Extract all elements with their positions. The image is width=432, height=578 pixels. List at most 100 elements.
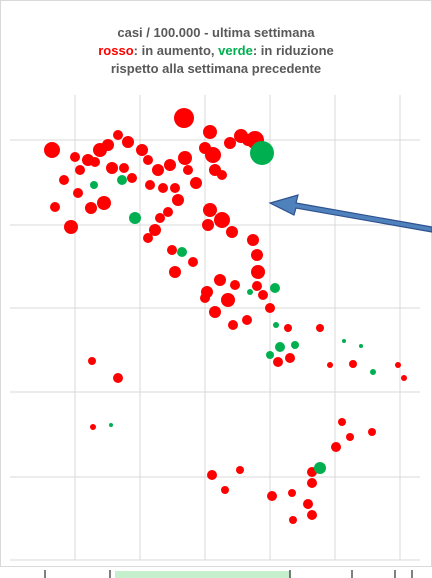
bubble	[127, 173, 137, 183]
bubble	[303, 499, 313, 509]
bubble	[163, 207, 173, 217]
bubble	[113, 373, 123, 383]
bubble	[75, 165, 85, 175]
bubble	[177, 247, 187, 257]
bubble	[395, 362, 401, 368]
bubble	[401, 375, 407, 381]
bubble	[307, 478, 317, 488]
bubble	[314, 462, 326, 474]
bubble	[266, 351, 274, 359]
bubble	[167, 245, 177, 255]
bubble	[273, 322, 279, 328]
bubble	[331, 442, 341, 452]
bubble	[158, 183, 168, 193]
bubble	[327, 362, 333, 368]
bubble	[44, 142, 60, 158]
bubble	[236, 466, 244, 474]
bubble	[275, 342, 285, 352]
bubble	[221, 293, 235, 307]
bubble	[273, 357, 283, 367]
bubble	[117, 175, 127, 185]
bubble	[226, 226, 238, 238]
subtitle-part: rosso	[98, 43, 133, 58]
bubble	[316, 324, 324, 332]
bubble	[90, 424, 96, 430]
bubble	[214, 274, 226, 286]
bubble	[224, 137, 236, 149]
bubble	[119, 163, 129, 173]
plot-area	[10, 95, 420, 561]
bubble	[205, 147, 221, 163]
cropped-table	[44, 570, 413, 578]
arrow	[268, 194, 432, 233]
bubble	[122, 136, 134, 148]
bubble	[85, 202, 97, 214]
bubble	[284, 324, 292, 332]
bubble	[230, 280, 240, 290]
bubble	[190, 177, 202, 189]
bubble	[346, 433, 354, 441]
bubble	[188, 257, 198, 267]
bubble	[174, 108, 194, 128]
bubble	[170, 183, 180, 193]
bubble	[288, 489, 296, 497]
bubble	[217, 170, 227, 180]
bubble	[247, 289, 253, 295]
chart-note: rispetto alla settimana precedente	[111, 61, 321, 76]
bubble	[250, 141, 274, 165]
bubble	[145, 180, 155, 190]
subtitle-part: : in riduzione	[253, 43, 334, 58]
bubble	[251, 265, 265, 279]
bubble	[88, 357, 96, 365]
bubble	[109, 423, 113, 427]
bubble	[203, 125, 217, 139]
chart-title: casi / 100.000 - ultima settimana	[117, 25, 315, 40]
bubble	[172, 194, 184, 206]
bubble	[152, 164, 164, 176]
bubble	[64, 220, 78, 234]
bubble	[285, 353, 295, 363]
bubble	[143, 155, 153, 165]
bubble	[242, 315, 252, 325]
bubble	[73, 188, 83, 198]
bubble	[106, 162, 118, 174]
bubble	[70, 152, 80, 162]
bubble	[267, 491, 277, 501]
subtitle-part: : in aumento,	[134, 43, 219, 58]
bubble	[247, 234, 259, 246]
bubble	[178, 151, 192, 165]
bubble	[258, 290, 268, 300]
bubble	[214, 212, 230, 228]
bubble	[209, 306, 221, 318]
bubble	[342, 339, 346, 343]
bubble	[113, 130, 123, 140]
bubble	[359, 344, 363, 348]
bubble	[164, 159, 176, 171]
bubble	[102, 139, 114, 151]
bubble	[203, 203, 217, 217]
bubble	[349, 360, 357, 368]
bubble	[207, 470, 217, 480]
bubble	[291, 341, 299, 349]
bubble	[338, 418, 346, 426]
bubble	[183, 165, 193, 175]
bubble	[307, 510, 317, 520]
bubble	[90, 157, 100, 167]
subtitle-part: verde	[218, 43, 253, 58]
bubble	[252, 281, 262, 291]
bubble	[265, 303, 275, 313]
bubble	[228, 320, 238, 330]
bubble	[90, 181, 98, 189]
bubble	[200, 293, 210, 303]
bubble	[149, 224, 161, 236]
chart-subtitle: rosso: in aumento, verde: in riduzione	[98, 43, 334, 58]
bubble	[169, 266, 181, 278]
bubble	[251, 249, 263, 261]
bubble	[289, 516, 297, 524]
bubble	[368, 428, 376, 436]
bubble	[136, 144, 148, 156]
bubble	[370, 369, 376, 375]
bubble	[155, 213, 165, 223]
